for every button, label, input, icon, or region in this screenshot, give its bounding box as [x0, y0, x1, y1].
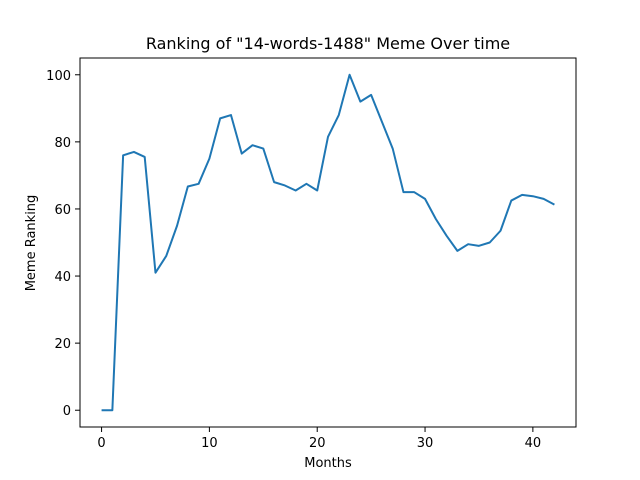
x-tick-label: 10	[201, 436, 218, 451]
x-tick-label: 0	[97, 436, 105, 451]
chart-title: Ranking of "14-words-1488" Meme Over tim…	[146, 34, 510, 53]
y-tick-label: 0	[63, 404, 71, 419]
x-tick-label: 30	[417, 436, 434, 451]
series-line-0	[101, 73, 555, 412]
x-axis-label: Months	[304, 456, 352, 471]
x-tick-label: 20	[309, 436, 326, 451]
y-tick-label: 20	[54, 337, 71, 352]
y-tick-label: 60	[54, 203, 71, 218]
plot-frame	[79, 57, 577, 428]
y-axis-ticks: 0 20 40 60 80 100	[46, 69, 80, 419]
y-tick-label: 80	[54, 136, 71, 151]
y-tick-label: 100	[46, 69, 71, 84]
plot-area	[79, 57, 577, 428]
y-tick-label: 40	[54, 270, 71, 285]
x-axis-ticks: 0 10 20 30 40	[97, 427, 541, 451]
x-tick-label: 40	[525, 436, 542, 451]
y-axis-label: Meme Ranking	[24, 195, 39, 292]
